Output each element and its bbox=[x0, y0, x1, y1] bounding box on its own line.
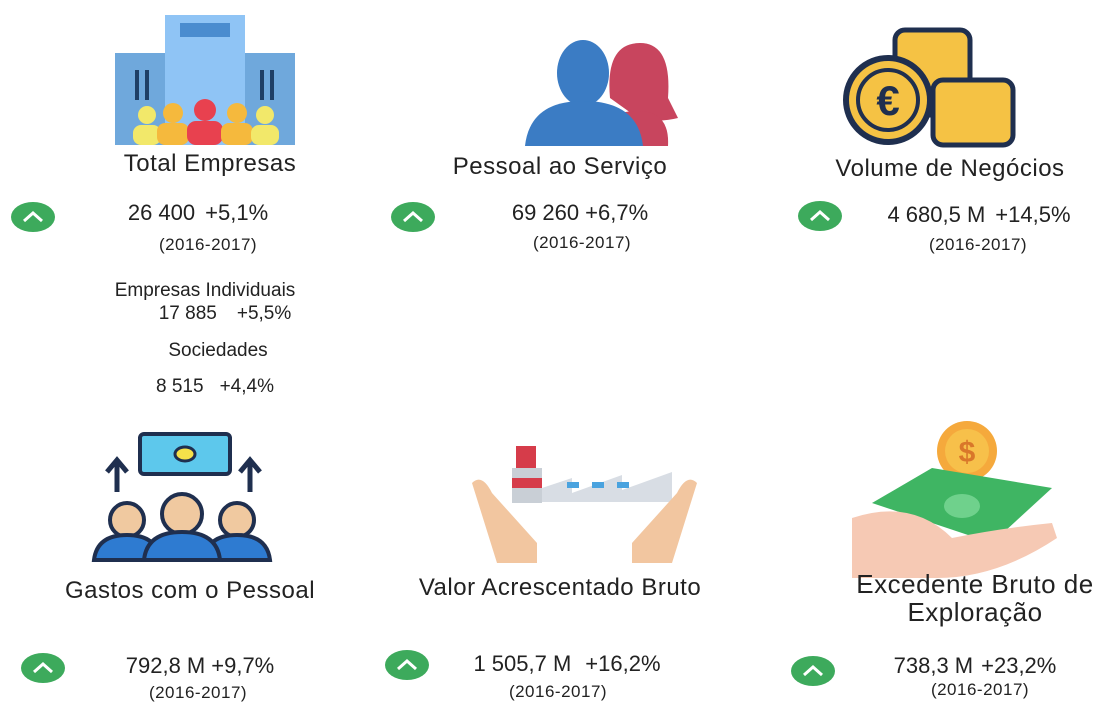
sub-value: 8 515 bbox=[156, 376, 204, 397]
up-badge bbox=[385, 650, 429, 680]
svg-text:$: $ bbox=[959, 436, 976, 469]
icon-factory bbox=[472, 446, 697, 563]
value-row: 69 260 +6,7% bbox=[430, 200, 730, 226]
period: (2016-2017) bbox=[928, 235, 1028, 254]
value: 26 400 bbox=[127, 200, 196, 225]
change: +9,7% bbox=[211, 653, 275, 678]
icon-people bbox=[525, 40, 678, 146]
up-badge bbox=[391, 202, 435, 232]
sub-value: 17 885 bbox=[158, 303, 217, 324]
value: 792,8 M bbox=[125, 653, 206, 678]
period: (2016-2017) bbox=[532, 233, 632, 252]
change: +6,7% bbox=[585, 200, 649, 225]
sub-change: +4,4% bbox=[219, 376, 274, 397]
value: 4 680,5 M bbox=[887, 202, 986, 227]
sub-label: Empresas Individuais bbox=[114, 280, 296, 301]
change: +14,5% bbox=[995, 202, 1071, 227]
card-title: Excedente Bruto de Exploração bbox=[856, 569, 1094, 627]
up-badge bbox=[798, 201, 842, 231]
period: (2016-2017) bbox=[148, 683, 248, 702]
value: 738,3 M bbox=[893, 653, 974, 678]
change: +16,2% bbox=[585, 651, 661, 676]
change: +23,2% bbox=[981, 653, 1057, 678]
value: 69 260 bbox=[511, 200, 580, 225]
sub-row: 17 885 +5,5% bbox=[75, 303, 375, 325]
up-badge bbox=[21, 653, 65, 683]
card-title: Pessoal ao Serviço bbox=[452, 153, 668, 180]
icon-buildings bbox=[115, 15, 295, 145]
sub-change: +5,5% bbox=[236, 303, 292, 324]
icon-salary bbox=[91, 432, 273, 562]
value-row: 26 400 +5,1% bbox=[48, 200, 348, 226]
period: (2016-2017) bbox=[930, 680, 1030, 699]
period: (2016-2017) bbox=[508, 682, 608, 701]
change: +5,1% bbox=[205, 200, 269, 225]
card-title: Volume de Negócios bbox=[835, 155, 1065, 182]
card-title: Valor Acrescentado Bruto bbox=[418, 574, 702, 601]
period: (2016-2017) bbox=[158, 235, 258, 254]
value-row: 1 505,7 M +16,2% bbox=[422, 651, 712, 677]
icon-money-hand: $ bbox=[852, 421, 1057, 578]
value-row: 738,3 M +23,2% bbox=[830, 653, 1113, 679]
value: 1 505,7 M bbox=[473, 651, 572, 676]
sub-row: 8 515 +4,4% bbox=[65, 376, 365, 398]
sub-label: Sociedades bbox=[168, 340, 268, 361]
svg-text:€: € bbox=[876, 77, 899, 124]
icon-coins: € bbox=[843, 27, 1016, 148]
up-badge bbox=[791, 656, 835, 686]
card-title: Gastos com o Pessoal bbox=[64, 577, 316, 604]
value-row: 792,8 M +9,7% bbox=[50, 653, 350, 679]
card-title: Total Empresas bbox=[123, 150, 297, 177]
up-badge bbox=[11, 202, 55, 232]
value-row: 4 680,5 M +14,5% bbox=[845, 202, 1113, 228]
